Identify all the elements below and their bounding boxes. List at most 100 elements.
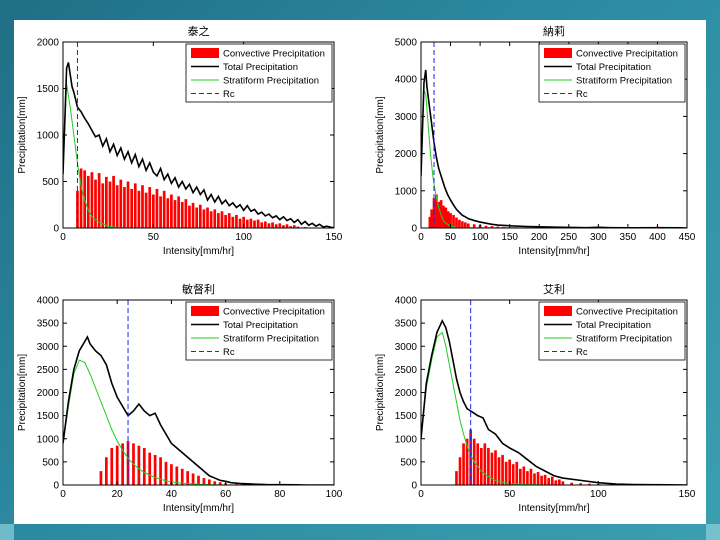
convective-bar [101, 183, 105, 228]
y-tick-label: 3000 [395, 112, 418, 123]
convective-bar [296, 226, 300, 228]
convective-bar [511, 464, 515, 485]
convective-bar [126, 181, 130, 228]
legend-label: Stratiform Precipitation [223, 334, 319, 345]
convective-bar [536, 472, 540, 485]
y-tick-label: 3000 [395, 342, 418, 353]
legend-label: Total Precipitation [223, 62, 298, 73]
stratiform-line [421, 90, 687, 228]
convective-bar [115, 185, 119, 228]
chart-panel-4: 艾利0 50 100 15005001000150020002500300035004… [375, 283, 696, 514]
convective-bar [490, 452, 494, 485]
convective-bar [197, 475, 200, 485]
legend-swatch-convective [544, 306, 572, 316]
convective-bar [458, 457, 462, 485]
convective-bar [218, 482, 222, 485]
convective-bar [508, 459, 511, 485]
legend-label: Convective Precipitation [576, 307, 678, 318]
legend-box [185, 301, 333, 361]
convective-bar [462, 443, 465, 485]
convective-bars [455, 429, 636, 485]
convective-bar [175, 466, 179, 485]
convective-bar [97, 173, 101, 228]
convective-bar [533, 473, 536, 485]
chart-title: 敏督利 [182, 282, 215, 296]
convective-bar [105, 176, 108, 228]
convective-bar [274, 224, 278, 228]
convective-bar [99, 471, 103, 485]
y-tick-label: 500 [400, 457, 417, 468]
x-axis-label: Intensity[mm/hr] [163, 503, 234, 514]
convective-bar [253, 220, 256, 228]
convective-bar [148, 187, 152, 228]
convective-bar [148, 452, 152, 485]
legend-label: Total Precipitation [576, 320, 651, 331]
convective-bar [260, 222, 264, 228]
convective-bar [494, 450, 497, 485]
legend-label: Total Precipitation [223, 320, 298, 331]
slide: 泰之 0 50 100 150 0 500 1000 1500 2000 Intensity[mm/… [14, 20, 706, 524]
convective-bar [90, 172, 94, 228]
convective-bar [164, 461, 168, 485]
stratiform-line [421, 331, 687, 485]
convective-bar [267, 223, 271, 228]
legend-swatch-convective [191, 48, 219, 58]
convective-bar [242, 216, 246, 228]
convective-bar [155, 188, 159, 228]
x-tick-label: 50 [504, 489, 516, 500]
convective-bar [515, 461, 519, 485]
chart-title: 納莉 [543, 25, 565, 38]
convective-bar [245, 219, 249, 228]
convective-bars [76, 168, 318, 228]
convective-bar [133, 183, 137, 228]
convective-bar [472, 224, 476, 228]
y-tick-label: 2000 [395, 149, 418, 160]
convective-bar [191, 473, 195, 485]
convective-bar [202, 478, 206, 485]
convective-bar [256, 219, 260, 228]
convective-bar [206, 207, 209, 228]
x-tick-label: 200 [531, 232, 548, 243]
chart-panel-1: 泰之0 50 100 1500500100015002000Intensity[mm/… [17, 24, 343, 257]
y-tick-label: 1000 [37, 434, 60, 445]
convective-bar [479, 448, 483, 485]
legend-label: Rc [223, 89, 235, 100]
convective-bar [76, 190, 79, 228]
chart-panel-2: 納莉 0 50 100 150 200 250 300 350 400 450 0 1000 2000 30… [375, 25, 696, 257]
y-axis-label: Precipitation[mm] [17, 96, 28, 173]
convective-bar [86, 175, 90, 228]
total-line [421, 318, 687, 485]
convective-bar [213, 481, 217, 485]
y-tick-label: 1500 [37, 84, 60, 95]
x-tick-label: 60 [220, 489, 232, 500]
convective-bar [554, 480, 558, 485]
convective-bar [153, 454, 157, 485]
y-tick-label: 1000 [395, 186, 418, 197]
y-tick-label: 1000 [395, 434, 418, 445]
total-line [63, 62, 334, 228]
convective-bar [94, 179, 97, 228]
convective-bar [461, 221, 464, 228]
convective-bar [522, 466, 526, 485]
convective-bar [437, 201, 441, 228]
convective-bar [550, 476, 554, 485]
convective-bar [170, 464, 173, 485]
convective-bar [137, 190, 141, 228]
convective-bar [231, 216, 235, 228]
legend-label: Stratiform Precipitation [223, 76, 319, 87]
y-tick-label: 500 [42, 177, 59, 188]
convective-bars [428, 194, 671, 228]
x-tick-label: 250 [560, 232, 577, 243]
convective-bar [238, 218, 242, 228]
x-axis-label: Intensity[mm/hr] [518, 503, 589, 514]
y-tick-label: 0 [53, 224, 59, 235]
legend: Convective Precipitation Total Precipitat… [185, 43, 333, 103]
convective-bar [144, 192, 148, 228]
convective-bar [220, 211, 224, 228]
x-tick-label: 20 [112, 489, 124, 500]
convective-bar [430, 209, 433, 228]
x-tick-label: 100 [472, 232, 489, 243]
y-tick-label: 4000 [395, 75, 418, 86]
convective-bar [497, 457, 501, 485]
